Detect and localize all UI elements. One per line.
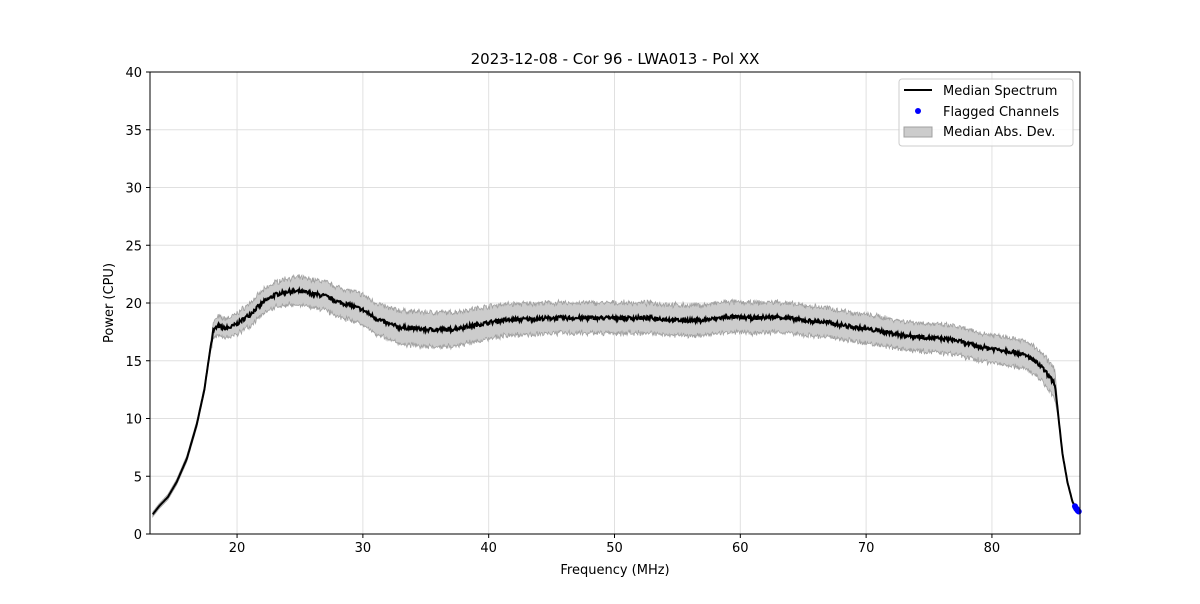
y-tick-label: 40: [125, 66, 142, 81]
mad-band: [152, 273, 1078, 518]
x-tick-label: 70: [858, 541, 875, 556]
x-tick-label: 60: [732, 541, 749, 556]
legend-label-median: Median Spectrum: [943, 84, 1057, 99]
legend: Median Spectrum Flagged Channels Median …: [898, 78, 1074, 147]
chart-title: 2023-12-08 - Cor 96 - LWA013 - Pol XX: [471, 50, 760, 68]
x-tick-label: 80: [984, 541, 1001, 556]
y-tick-label: 25: [125, 239, 142, 254]
y-tick-label: 35: [125, 124, 142, 139]
median-spectrum-line: [152, 285, 1079, 515]
x-tick-label: 20: [229, 541, 246, 556]
ticks: 20 30 40 50 60 70 80 0 5 10 15 20 25 30 35 40: [125, 66, 1000, 556]
x-tick-label: 40: [480, 541, 497, 556]
x-tick-label: 30: [355, 541, 372, 556]
legend-patch-mad: [903, 126, 933, 138]
legend-label-flagged: Flagged Channels: [943, 105, 1059, 120]
x-axis-label: Frequency (MHz): [560, 563, 669, 578]
legend-label-mad: Median Abs. Dev.: [943, 125, 1055, 140]
legend-marker-flagged: [915, 108, 921, 114]
y-tick-label: 10: [125, 413, 142, 428]
y-axis-label: Power (CPU): [102, 263, 117, 343]
flagged-channel-point: [1075, 508, 1082, 515]
plot-area: [152, 273, 1082, 518]
x-tick-label: 50: [606, 541, 623, 556]
y-tick-label: 30: [125, 182, 142, 197]
y-tick-label: 5: [134, 470, 142, 485]
y-tick-label: 20: [125, 297, 142, 312]
legend-box: [898, 78, 1074, 147]
y-tick-label: 0: [134, 528, 142, 543]
y-tick-label: 15: [125, 355, 142, 370]
